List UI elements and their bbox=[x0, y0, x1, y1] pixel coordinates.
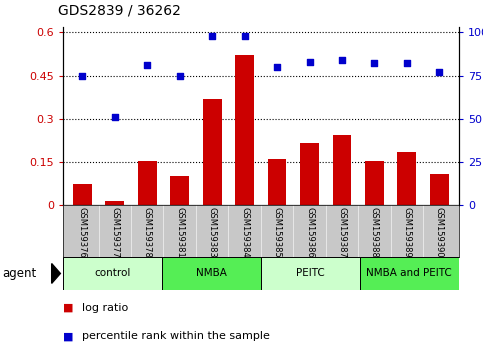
Text: NMBA: NMBA bbox=[196, 268, 227, 279]
Text: log ratio: log ratio bbox=[82, 303, 128, 313]
Text: GSM159381: GSM159381 bbox=[175, 207, 184, 258]
Point bbox=[241, 33, 248, 39]
Point bbox=[273, 64, 281, 70]
Polygon shape bbox=[52, 263, 60, 283]
Text: NMBA and PEITC: NMBA and PEITC bbox=[367, 268, 452, 279]
Point bbox=[208, 33, 216, 39]
Bar bbox=[360, 257, 459, 290]
Point bbox=[338, 57, 346, 63]
Text: GSM159377: GSM159377 bbox=[110, 207, 119, 258]
Text: GSM159389: GSM159389 bbox=[402, 207, 412, 258]
Point bbox=[143, 62, 151, 68]
Bar bbox=[162, 257, 261, 290]
Bar bbox=[73, 184, 92, 205]
Text: GSM159386: GSM159386 bbox=[305, 207, 314, 258]
Text: ■: ■ bbox=[63, 303, 73, 313]
Bar bbox=[268, 159, 286, 205]
Text: agent: agent bbox=[2, 267, 37, 280]
Text: GSM159384: GSM159384 bbox=[240, 207, 249, 258]
Text: control: control bbox=[94, 268, 130, 279]
Bar bbox=[300, 143, 319, 205]
Point bbox=[403, 61, 411, 66]
Text: PEITC: PEITC bbox=[296, 268, 325, 279]
Point bbox=[176, 73, 184, 78]
Bar bbox=[430, 173, 449, 205]
Bar bbox=[365, 161, 384, 205]
Text: GSM159376: GSM159376 bbox=[78, 207, 87, 258]
Text: GSM159383: GSM159383 bbox=[208, 207, 216, 258]
Text: GSM159385: GSM159385 bbox=[272, 207, 282, 258]
Point bbox=[111, 114, 119, 120]
Text: ■: ■ bbox=[63, 331, 73, 341]
Bar bbox=[398, 152, 416, 205]
Point bbox=[78, 73, 86, 78]
Bar bbox=[63, 257, 162, 290]
Point bbox=[436, 69, 443, 75]
Bar bbox=[138, 161, 156, 205]
Text: GSM159378: GSM159378 bbox=[142, 207, 152, 258]
Text: GSM159387: GSM159387 bbox=[338, 207, 346, 258]
Point bbox=[370, 61, 378, 66]
Bar bbox=[170, 177, 189, 205]
Point bbox=[306, 59, 313, 64]
Text: GSM159388: GSM159388 bbox=[370, 207, 379, 258]
Text: GSM159390: GSM159390 bbox=[435, 207, 444, 257]
Bar bbox=[333, 135, 352, 205]
Text: percentile rank within the sample: percentile rank within the sample bbox=[82, 331, 270, 341]
Bar bbox=[105, 201, 124, 205]
Bar bbox=[203, 99, 222, 205]
Text: GDS2839 / 36262: GDS2839 / 36262 bbox=[58, 4, 181, 18]
Bar bbox=[261, 257, 360, 290]
Bar bbox=[235, 55, 254, 205]
